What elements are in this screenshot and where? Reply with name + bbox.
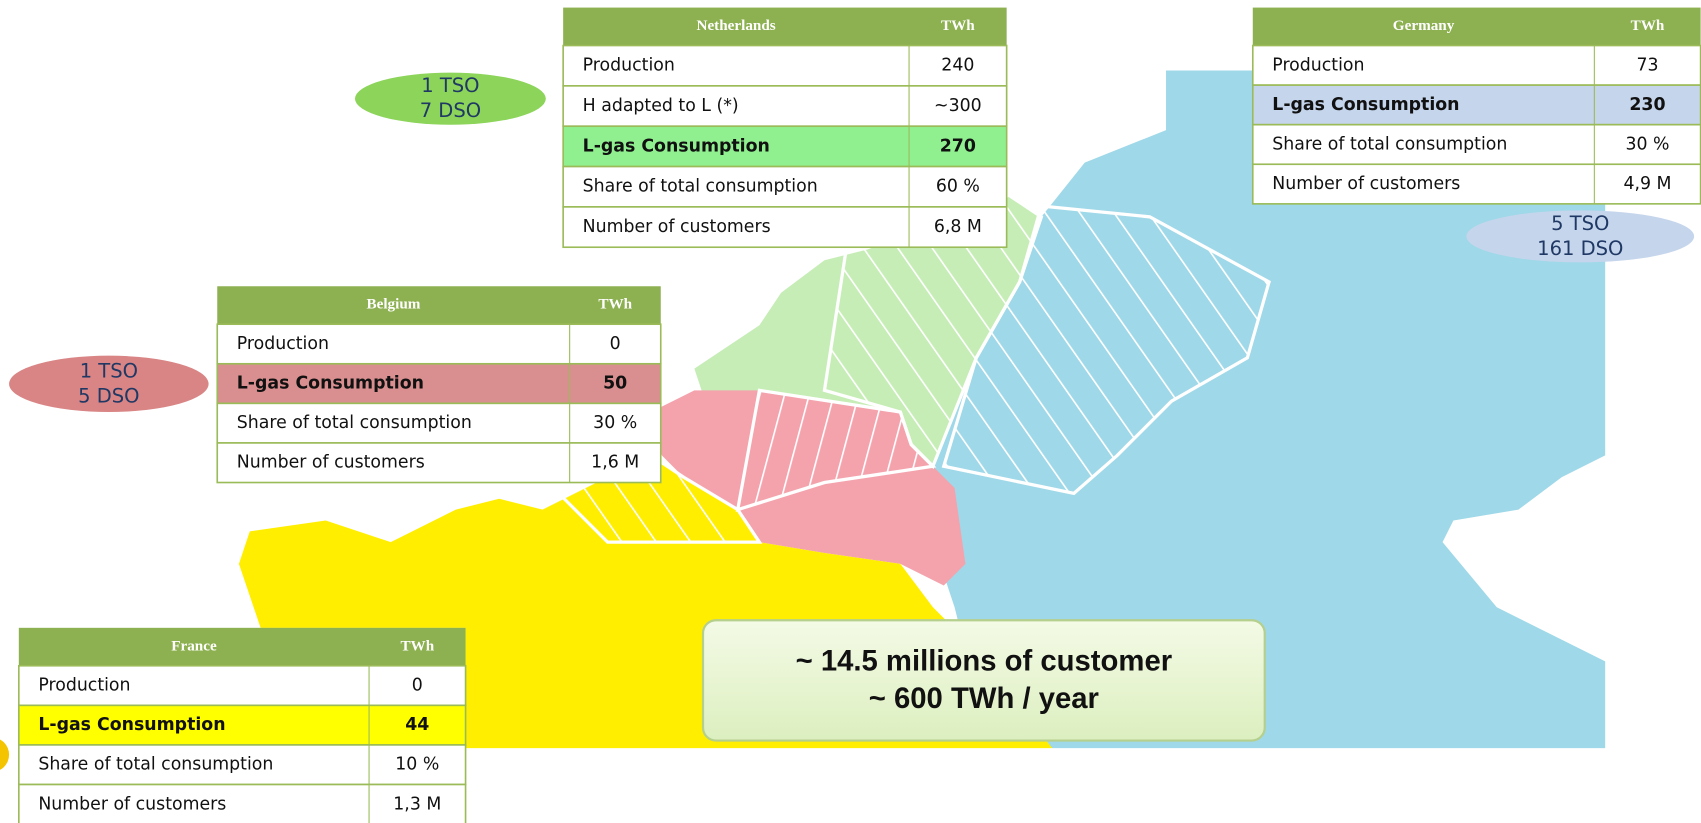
row-label: Share of total consumption bbox=[1272, 134, 1507, 154]
row-value: 0 bbox=[412, 676, 423, 696]
row-value: 270 bbox=[940, 136, 976, 156]
table-row bbox=[1251, 84, 1701, 126]
row-label: L-gas Consumption bbox=[237, 374, 424, 394]
operator-count: 5 DSO bbox=[78, 384, 139, 407]
row-value: 73 bbox=[1636, 55, 1658, 75]
row-label: Share of total consumption bbox=[237, 413, 472, 433]
row-value: 4,9 M bbox=[1623, 174, 1671, 194]
row-label: Production bbox=[237, 334, 329, 354]
summary-customers: ~ 14.5 millions of customer bbox=[796, 645, 1173, 677]
row-label: Number of customers bbox=[38, 794, 226, 814]
row-label: Number of customers bbox=[237, 453, 425, 473]
row-label: Number of customers bbox=[1272, 174, 1460, 194]
row-value: ~300 bbox=[934, 96, 982, 116]
row-value: 30 % bbox=[593, 413, 637, 433]
table-row bbox=[216, 323, 662, 365]
table-row bbox=[216, 442, 662, 484]
table-row bbox=[216, 402, 662, 444]
row-value: 1,3 M bbox=[393, 794, 441, 814]
row-value: 240 bbox=[941, 56, 974, 76]
row-value: 30 % bbox=[1625, 134, 1669, 154]
summary-box: ~ 14.5 millions of customer ~ 600 TWh / … bbox=[701, 619, 1266, 742]
table-row bbox=[562, 125, 1008, 168]
row-value: 10 % bbox=[395, 755, 439, 775]
summary-energy: ~ 600 TWh / year bbox=[869, 683, 1099, 715]
operator-count: 7 DSO bbox=[420, 99, 481, 122]
row-label: Production bbox=[1272, 55, 1364, 75]
table: Belgium TWh Production 0 L-gas Consumption 50… bbox=[216, 286, 662, 484]
row-label: Production bbox=[38, 676, 130, 696]
operator-ellipse bbox=[1466, 210, 1695, 263]
table-header bbox=[563, 7, 1007, 46]
france-operator-marker bbox=[0, 739, 10, 770]
row-label: L-gas Consumption bbox=[38, 715, 225, 735]
header-cell: Netherlands bbox=[696, 17, 775, 34]
row-label: L-gas Consumption bbox=[583, 136, 770, 156]
row-label: L-gas Consumption bbox=[1272, 95, 1459, 115]
row-label: Share of total consumption bbox=[583, 177, 818, 197]
row-value: 50 bbox=[603, 374, 627, 394]
header-cell: Belgium bbox=[366, 296, 420, 313]
table-row bbox=[562, 44, 1008, 87]
tables: Netherlands TWh Production 240 H adapted to … bbox=[18, 7, 1701, 823]
table-row bbox=[18, 783, 467, 823]
row-value: 1,6 M bbox=[591, 453, 639, 473]
row-label: Production bbox=[583, 56, 675, 76]
row-value: 44 bbox=[405, 715, 429, 735]
operator-count: 1 TSO bbox=[421, 74, 479, 97]
table-header bbox=[1252, 7, 1701, 46]
table-row bbox=[562, 85, 1008, 128]
row-label: Number of customers bbox=[583, 217, 771, 237]
table-header bbox=[18, 627, 466, 666]
header-cell: TWh bbox=[598, 296, 632, 313]
table-row bbox=[216, 362, 662, 405]
operator-ellipse bbox=[354, 72, 546, 125]
row-value: 6,8 M bbox=[934, 217, 982, 237]
table-header bbox=[217, 286, 661, 325]
header-cell: Germany bbox=[1393, 17, 1455, 34]
row-value: 0 bbox=[610, 334, 621, 354]
operator-count: 5 TSO bbox=[1551, 212, 1609, 235]
header-cell: TWh bbox=[1631, 17, 1665, 34]
table-row bbox=[18, 704, 467, 746]
row-label: H adapted to L (*) bbox=[583, 96, 739, 116]
operator-count: 161 DSO bbox=[1537, 237, 1623, 260]
header-cell: France bbox=[171, 637, 217, 654]
table-row bbox=[562, 206, 1008, 249]
row-value: 230 bbox=[1629, 95, 1665, 115]
summary-background bbox=[701, 619, 1266, 742]
header-cell: TWh bbox=[400, 637, 434, 654]
row-label: Share of total consumption bbox=[38, 755, 273, 775]
row-value: 60 % bbox=[936, 177, 980, 197]
table: Germany TWh Production 73 L-gas Consumption 2… bbox=[1251, 7, 1701, 205]
table: Netherlands TWh Production 240 H adapted to … bbox=[562, 7, 1008, 249]
table-row bbox=[562, 165, 1008, 208]
table: France TWh Production 0 L-gas Consumption 44 S… bbox=[18, 627, 467, 823]
table-row bbox=[1251, 123, 1701, 166]
table-row bbox=[18, 744, 467, 786]
operator-ellipse bbox=[9, 355, 209, 413]
operator-count: 1 TSO bbox=[80, 359, 138, 382]
header-cell: TWh bbox=[941, 17, 975, 34]
